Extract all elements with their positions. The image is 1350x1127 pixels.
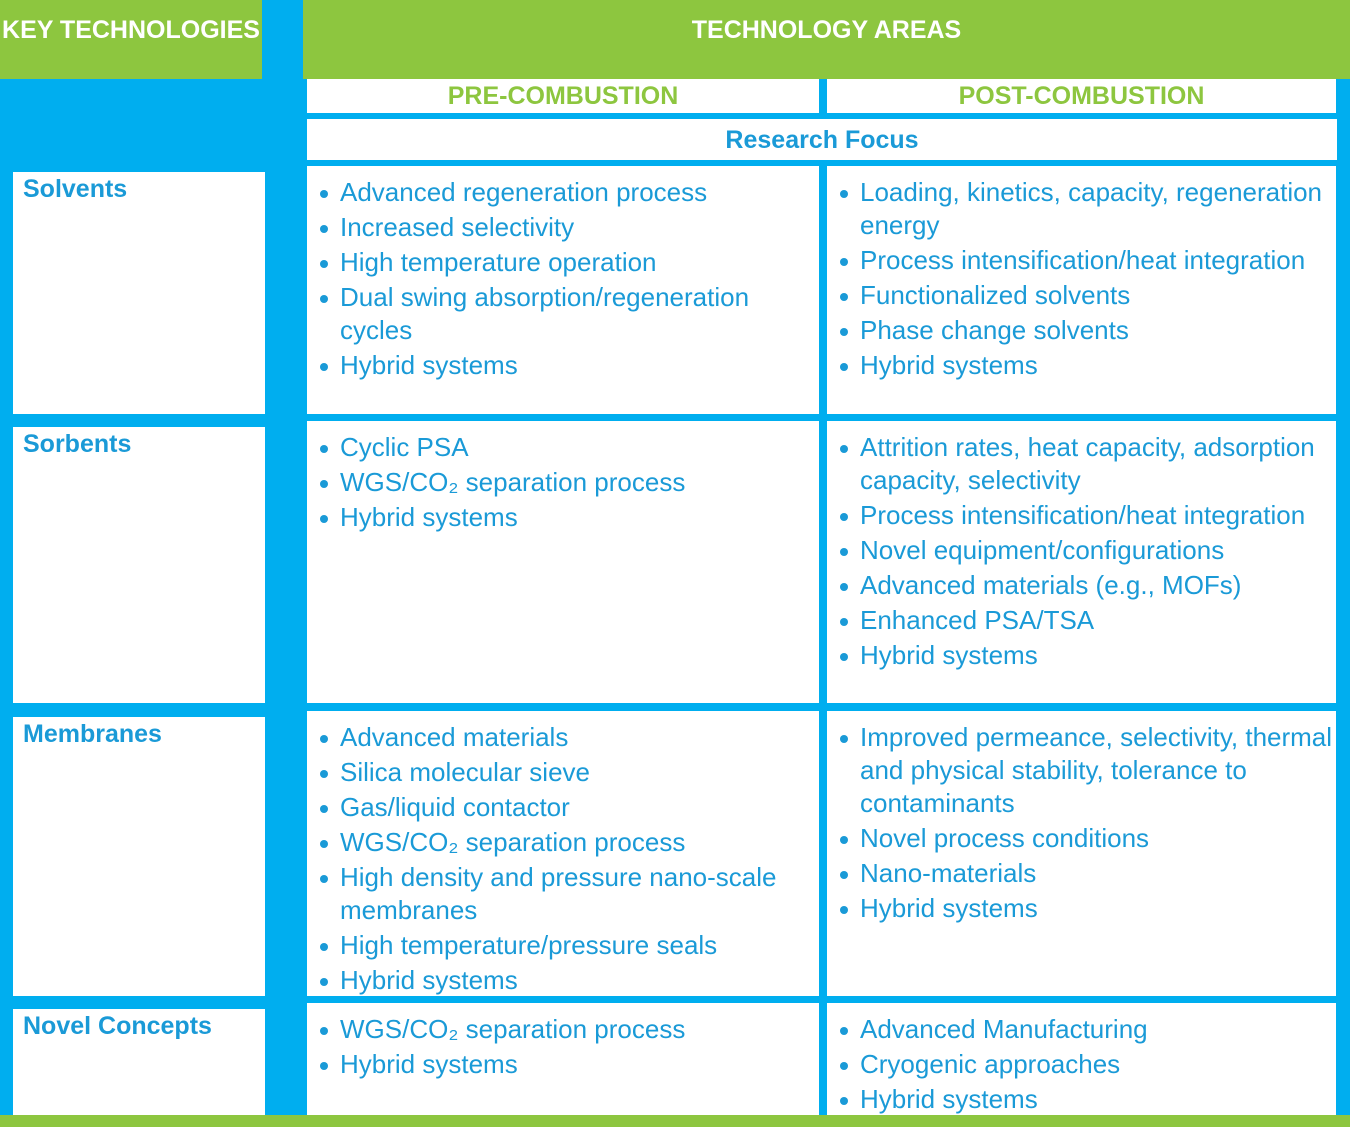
list-item: Functionalized solvents (837, 279, 1336, 312)
row-label-solvents: Solvents (13, 172, 265, 414)
technology-areas-label: TECHNOLOGY AREAS (691, 16, 962, 44)
key-technologies-header: KEY TECHNOLOGIES (0, 0, 262, 79)
footer-bar (0, 1115, 1350, 1127)
list-item: Advanced materials (317, 721, 819, 754)
research-focus-header: Research Focus (307, 119, 1337, 160)
list-item: High temperature/pressure seals (317, 929, 819, 962)
list-item: Enhanced PSA/TSA (837, 604, 1336, 637)
key-technologies-label: KEY TECHNOLOGIES (2, 16, 260, 44)
list-sorbents-pre: Cyclic PSA WGS/CO₂ separation process Hy… (317, 431, 819, 534)
list-item: Hybrid systems (837, 349, 1336, 382)
list-item: Novel process conditions (837, 822, 1336, 855)
cell-membranes-pre: Advanced materials Silica molecular siev… (307, 711, 819, 996)
row-label-membranes: Membranes (13, 717, 265, 996)
list-item: Increased selectivity (317, 211, 819, 244)
list-item: WGS/CO₂ separation process (317, 466, 819, 499)
list-item: Novel equipment/configurations (837, 534, 1336, 567)
cell-novel-concepts-pre: WGS/CO₂ separation process Hybrid system… (307, 1003, 819, 1115)
list-item: Advanced regeneration process (317, 176, 819, 209)
list-item: Cryogenic approaches (837, 1048, 1336, 1081)
list-item: Nano-materials (837, 857, 1336, 890)
list-sorbents-post: Attrition rates, heat capacity, adsorpti… (837, 431, 1336, 672)
list-item: Loading, kinetics, capacity, regeneratio… (837, 176, 1336, 242)
list-item: WGS/CO₂ separation process (317, 826, 819, 859)
list-item: Cyclic PSA (317, 431, 819, 464)
list-novel-concepts-pre: WGS/CO₂ separation process Hybrid system… (317, 1013, 819, 1081)
list-item: High temperature operation (317, 246, 819, 279)
list-item: Dual swing absorption/regeneration cycle… (317, 281, 819, 347)
list-item: Hybrid systems (837, 639, 1336, 672)
row-label-sorbents: Sorbents (13, 427, 265, 703)
cell-novel-concepts-post: Advanced Manufacturing Cryogenic approac… (827, 1003, 1336, 1115)
cell-solvents-pre: Advanced regeneration process Increased … (307, 166, 819, 414)
list-item: Phase change solvents (837, 314, 1336, 347)
list-item: Gas/liquid contactor (317, 791, 819, 824)
cell-sorbents-pre: Cyclic PSA WGS/CO₂ separation process Hy… (307, 421, 819, 703)
cell-sorbents-post: Attrition rates, heat capacity, adsorpti… (827, 421, 1336, 703)
list-item: Hybrid systems (317, 501, 819, 534)
list-item: Improved permeance, selectivity, thermal… (837, 721, 1336, 820)
list-item: High density and pressure nano-scale mem… (317, 861, 819, 927)
post-combustion-label: POST-COMBUSTION (958, 82, 1205, 110)
list-item: WGS/CO₂ separation process (317, 1013, 819, 1046)
list-item: Hybrid systems (317, 964, 819, 997)
list-item: Hybrid systems (317, 349, 819, 382)
post-combustion-header: POST-COMBUSTION (827, 79, 1336, 113)
list-item: Silica molecular sieve (317, 756, 819, 789)
list-membranes-pre: Advanced materials Silica molecular siev… (317, 721, 819, 997)
list-novel-concepts-post: Advanced Manufacturing Cryogenic approac… (837, 1013, 1336, 1116)
cell-membranes-post: Improved permeance, selectivity, thermal… (827, 711, 1336, 996)
list-item: Advanced materials (e.g., MOFs) (837, 569, 1336, 602)
list-item: Advanced Manufacturing (837, 1013, 1336, 1046)
row-label-novel-concepts: Novel Concepts (13, 1009, 265, 1115)
pre-combustion-header: PRE-COMBUSTION (307, 79, 819, 113)
list-item: Hybrid systems (837, 892, 1336, 925)
list-membranes-post: Improved permeance, selectivity, thermal… (837, 721, 1336, 925)
pre-combustion-label: PRE-COMBUSTION (447, 82, 679, 110)
list-item: Process intensification/heat integration (837, 244, 1336, 277)
list-solvents-pre: Advanced regeneration process Increased … (317, 176, 819, 382)
cell-solvents-post: Loading, kinetics, capacity, regeneratio… (827, 166, 1336, 414)
list-solvents-post: Loading, kinetics, capacity, regeneratio… (837, 176, 1336, 382)
technology-areas-header: TECHNOLOGY AREAS (303, 0, 1350, 79)
list-item: Hybrid systems (837, 1083, 1336, 1116)
list-item: Process intensification/heat integration (837, 499, 1336, 532)
research-focus-label: Research Focus (725, 126, 919, 154)
list-item: Hybrid systems (317, 1048, 819, 1081)
list-item: Attrition rates, heat capacity, adsorpti… (837, 431, 1336, 497)
